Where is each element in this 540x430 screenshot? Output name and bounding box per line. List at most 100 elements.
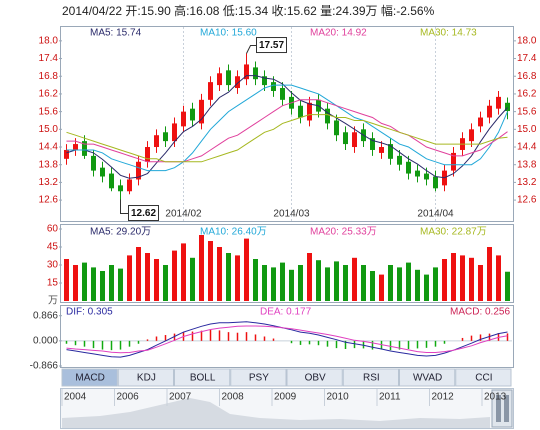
annotation-leader <box>120 199 129 215</box>
volume-bar <box>361 265 366 301</box>
timeline-year: 2010 <box>327 392 350 403</box>
y-tick-label: 45 <box>47 242 59 253</box>
indicator-tab-label[interactable]: CCI <box>475 373 492 384</box>
candle-body <box>73 144 78 150</box>
y-tick-label: 12.6 <box>39 195 59 206</box>
y-tick-label: 30 <box>47 260 59 271</box>
volume-bar <box>280 262 285 301</box>
volume-bar <box>64 259 69 301</box>
indicator-tab-label[interactable]: MACD <box>75 373 104 384</box>
y-tick-label: 13.8 <box>517 159 537 170</box>
x-tick-label: 2014/03 <box>273 209 310 220</box>
indicator-tab[interactable] <box>117 368 174 387</box>
candle-body <box>469 129 474 142</box>
volume-bar <box>217 247 222 301</box>
candle-body <box>136 161 141 180</box>
candle-body <box>415 170 420 177</box>
max-annotation: 17.57 <box>259 40 284 51</box>
ma-line <box>66 75 508 179</box>
y-tick-label: 17.4 <box>517 53 537 64</box>
volume-bar <box>433 267 438 301</box>
y-tick-label: 14.4 <box>517 142 537 153</box>
y-tick-label: 13.2 <box>517 177 537 188</box>
candle-body <box>496 96 501 109</box>
ma-line <box>66 99 508 163</box>
candle-body <box>145 147 150 162</box>
volume-bar <box>343 265 348 301</box>
volume-bar <box>451 253 456 301</box>
annotation-box <box>256 37 287 54</box>
volume-unit: 万 <box>48 296 58 307</box>
candle-body <box>505 102 510 112</box>
indicator-tab-label[interactable]: PSY <box>249 373 269 384</box>
indicator-tab[interactable] <box>230 368 287 387</box>
indicator-tab[interactable] <box>286 368 343 387</box>
candle-body <box>118 185 123 192</box>
volume-bar <box>469 257 474 301</box>
volume-bar <box>352 257 357 301</box>
volume-bar <box>244 238 249 301</box>
indicator-tab[interactable] <box>455 368 512 387</box>
slider-handle[interactable] <box>504 395 509 422</box>
candle-body <box>424 173 429 180</box>
indicator-tab-label[interactable]: WVAD <box>413 373 442 384</box>
indicator-tab[interactable] <box>342 368 399 387</box>
y-tick-label: 0.000 <box>33 335 58 346</box>
indicator-tab[interactable] <box>174 368 231 387</box>
volume-bar <box>190 257 195 301</box>
indicator-tab-label[interactable]: OBV <box>305 373 326 384</box>
candle-body <box>280 88 285 100</box>
y-tick-label: 15.6 <box>39 106 59 117</box>
annotation-leader <box>246 45 257 54</box>
y-tick-label: 18.0 <box>39 35 59 46</box>
volume-bar <box>325 267 330 301</box>
timeline-year: 2008 <box>222 392 245 403</box>
indicator-tab-label[interactable]: BOLL <box>190 373 216 384</box>
candle-body <box>487 105 492 118</box>
volume-bar <box>91 267 96 301</box>
candle-body <box>433 176 438 189</box>
candle-body <box>271 82 276 91</box>
volume-bar <box>298 265 303 301</box>
candle-body <box>109 173 114 189</box>
candle-body <box>154 135 159 148</box>
candle-body <box>91 155 96 171</box>
candle-body <box>217 73 222 86</box>
indicator-tab-label[interactable]: RSI <box>363 373 380 384</box>
volume-bar <box>172 250 177 301</box>
volume-bar <box>388 265 393 301</box>
candle-body <box>208 82 213 100</box>
volume-bar <box>289 269 294 301</box>
annotation-box <box>128 205 159 222</box>
indicator-tab[interactable] <box>61 368 118 387</box>
volume-bar <box>415 269 420 301</box>
indicator-tab[interactable] <box>399 368 456 387</box>
ma-line <box>66 325 508 354</box>
y-tick-label: 15 <box>47 278 59 289</box>
volume-bar <box>370 271 375 301</box>
legend-entry: MA20: 14.92 <box>310 28 367 39</box>
volume-bar <box>505 271 510 301</box>
y-tick-label: 60 <box>47 224 59 235</box>
volume-bar <box>262 265 267 301</box>
slider-handle[interactable] <box>496 395 501 422</box>
volume-bar <box>154 259 159 301</box>
candle-body <box>82 141 87 156</box>
volume-bar <box>253 259 258 301</box>
overview-area <box>62 398 490 428</box>
legend-entry: MA30: 14.73 <box>420 28 477 39</box>
y-tick-label: 13.8 <box>39 159 59 170</box>
candle-body <box>343 132 348 145</box>
timeline-year: 2012 <box>432 392 455 403</box>
volume-bar <box>487 247 492 301</box>
indicator-tab-label[interactable]: KDJ <box>137 373 156 384</box>
volume-bar <box>496 255 501 301</box>
candle-body <box>451 152 456 171</box>
x-tick-label: 2014/04 <box>417 209 454 220</box>
volume-bar <box>397 267 402 301</box>
candle-body <box>100 167 105 177</box>
volume-bar <box>82 262 87 301</box>
ma-line <box>66 321 508 358</box>
y-tick-label: 16.8 <box>517 71 537 82</box>
